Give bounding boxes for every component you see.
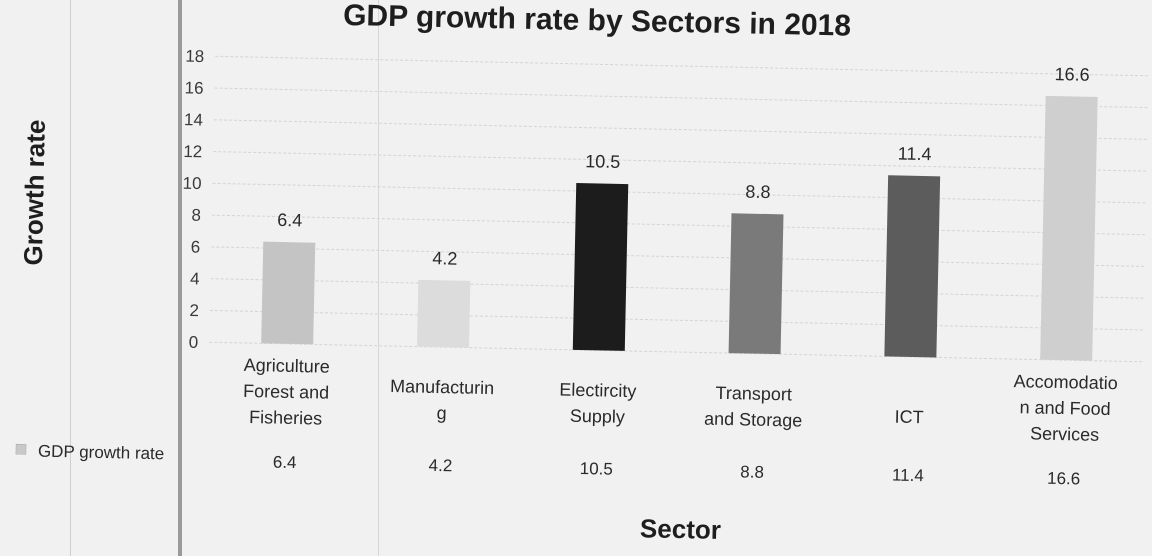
y-tick-label: 6 — [191, 237, 201, 256]
gridline — [215, 55, 1151, 77]
data-table-legend: GDP growth rate — [15, 442, 165, 464]
gridline — [213, 119, 1149, 140]
gridline — [211, 214, 1147, 236]
y-tick-label: 4 — [190, 269, 200, 288]
category-label: AgricultureForest andFisheries — [242, 355, 330, 429]
table-value: 16.6 — [1047, 469, 1080, 489]
y-tick-label: 10 — [182, 174, 201, 193]
binding-line — [178, 0, 182, 556]
legend-label: GDP growth rate — [38, 442, 165, 464]
bar-value-label: 8.8 — [745, 182, 770, 203]
gridline — [210, 278, 1146, 299]
bar-value-label: 10.5 — [585, 151, 620, 172]
fold-line — [378, 0, 379, 556]
table-value: 8.8 — [740, 462, 764, 481]
bar — [728, 213, 784, 355]
category-label: Accomodation and FoodServices — [1012, 371, 1118, 445]
y-tick-label: 8 — [191, 206, 201, 225]
gridline — [211, 246, 1147, 267]
bar — [416, 279, 471, 348]
bar-value-label: 16.6 — [1054, 64, 1089, 85]
category-labels: AgricultureForest andFisheries Manufactur… — [242, 355, 1118, 445]
gridline — [209, 341, 1145, 363]
table-value: 4.2 — [428, 456, 452, 475]
page-edge-line — [70, 0, 71, 556]
table-value: 6.4 — [273, 453, 297, 472]
data-table-values: 6.4 4.2 10.5 8.8 11.4 16.6 — [273, 453, 1081, 489]
y-tick-label: 14 — [184, 110, 203, 129]
chart-title: GDP growth rate by Sectors in 2018 — [343, 0, 852, 43]
category-label: Transportand Storage — [704, 383, 803, 431]
bar — [261, 241, 316, 345]
legend-swatch — [15, 443, 27, 455]
y-tick-label: 0 — [189, 333, 199, 352]
bar — [572, 183, 629, 351]
y-tick-label: 16 — [184, 78, 203, 97]
category-label: ICT — [894, 407, 923, 428]
y-tick-label: 12 — [183, 142, 202, 161]
gridline — [213, 151, 1149, 172]
y-tick-label: 2 — [189, 301, 199, 320]
x-axis-title: Sector — [640, 513, 722, 545]
bar — [884, 175, 941, 358]
category-label: ElectircitySupply — [559, 380, 637, 428]
table-value: 10.5 — [580, 459, 613, 479]
y-axis-ticks: 0 2 4 6 8 10 12 14 16 18 — [182, 47, 204, 352]
gridline — [214, 87, 1150, 109]
y-axis-title: Growth rate — [18, 119, 51, 266]
y-tick-label: 18 — [185, 47, 204, 66]
table-value: 11.4 — [892, 466, 924, 486]
bar-value-label: 11.4 — [898, 143, 932, 164]
gridline — [209, 309, 1145, 331]
bar-value-label: 6.4 — [277, 210, 302, 231]
category-label: Manufacturing — [389, 376, 494, 424]
bar — [1040, 95, 1098, 361]
gridline — [212, 182, 1148, 204]
gridlines — [209, 55, 1151, 363]
bars — [261, 95, 1098, 361]
bar-value-label: 4.2 — [432, 248, 457, 269]
data-labels: 6.4 4.2 10.5 8.8 11.4 16.6 — [277, 64, 1090, 269]
